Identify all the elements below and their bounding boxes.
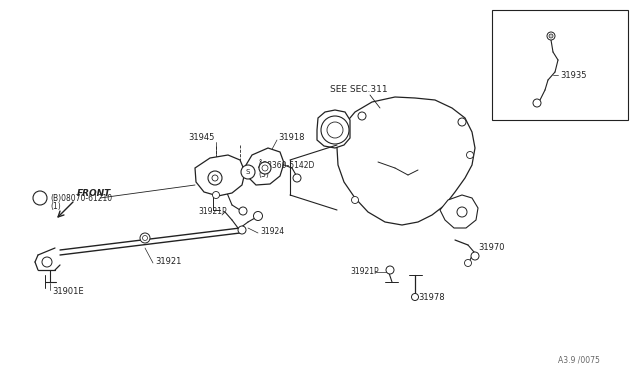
Text: 31901E: 31901E xyxy=(52,288,84,296)
Polygon shape xyxy=(246,148,284,185)
Circle shape xyxy=(351,196,358,203)
Circle shape xyxy=(458,118,466,126)
Text: A3.9 /0075: A3.9 /0075 xyxy=(558,356,600,365)
Circle shape xyxy=(140,233,150,243)
Text: 31970: 31970 xyxy=(478,244,504,253)
Circle shape xyxy=(241,165,255,179)
Bar xyxy=(492,10,628,120)
Text: 31978: 31978 xyxy=(418,294,445,302)
Text: (3): (3) xyxy=(258,170,269,179)
Text: §: § xyxy=(246,167,250,176)
Circle shape xyxy=(465,260,472,266)
Circle shape xyxy=(253,212,262,221)
Circle shape xyxy=(547,32,555,40)
Text: FRONT: FRONT xyxy=(77,189,111,198)
Circle shape xyxy=(42,257,52,267)
Text: 31918: 31918 xyxy=(278,132,305,141)
Circle shape xyxy=(293,174,301,182)
Text: B: B xyxy=(38,195,42,201)
Circle shape xyxy=(533,99,541,107)
Text: Å08360-5142D: Å08360-5142D xyxy=(258,161,316,170)
Circle shape xyxy=(327,122,343,138)
Circle shape xyxy=(212,175,218,181)
Polygon shape xyxy=(440,195,478,228)
Circle shape xyxy=(467,151,474,158)
Polygon shape xyxy=(317,110,350,148)
Text: S: S xyxy=(246,169,250,175)
Circle shape xyxy=(549,34,553,38)
Text: 31921: 31921 xyxy=(155,257,181,266)
Circle shape xyxy=(358,112,366,120)
Circle shape xyxy=(412,294,419,301)
Circle shape xyxy=(239,207,247,215)
Text: 31924: 31924 xyxy=(260,228,284,237)
Text: (B)08070-61210: (B)08070-61210 xyxy=(50,193,112,202)
Text: 31921P: 31921P xyxy=(350,267,379,276)
Circle shape xyxy=(386,266,394,274)
Text: (1): (1) xyxy=(50,202,61,212)
Circle shape xyxy=(321,116,349,144)
Polygon shape xyxy=(195,155,245,196)
Circle shape xyxy=(238,226,246,234)
Circle shape xyxy=(143,235,147,241)
Text: 31921P: 31921P xyxy=(198,208,227,217)
Circle shape xyxy=(259,162,271,174)
Polygon shape xyxy=(337,97,475,225)
Circle shape xyxy=(457,207,467,217)
Circle shape xyxy=(471,252,479,260)
Circle shape xyxy=(33,191,47,205)
Circle shape xyxy=(262,165,268,171)
Circle shape xyxy=(208,171,222,185)
Circle shape xyxy=(212,192,220,199)
Text: 31945: 31945 xyxy=(188,134,214,142)
Text: SEE SEC.311: SEE SEC.311 xyxy=(330,86,388,94)
Text: 31935: 31935 xyxy=(560,71,586,80)
